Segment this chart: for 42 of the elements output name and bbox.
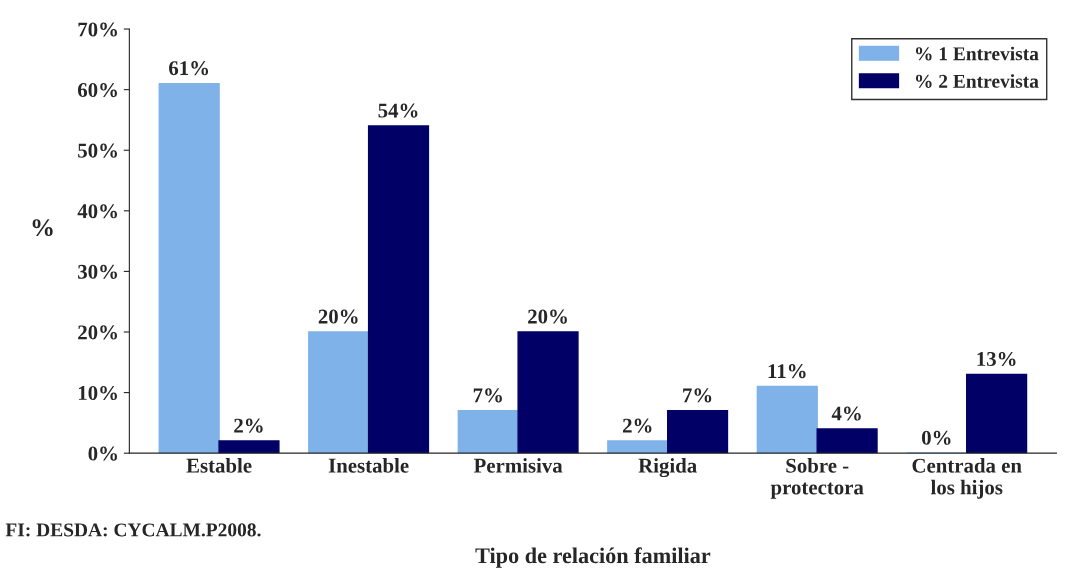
y-tick-label: 20% xyxy=(78,325,117,340)
data-label: 20% xyxy=(318,309,358,324)
data-label: 13% xyxy=(977,351,1016,367)
x-axis-title: Tipo de relación familiar xyxy=(475,547,711,568)
data-label: 54% xyxy=(378,103,418,118)
legend-label: % 1 Entrevista xyxy=(915,46,1039,61)
y-tick-label: 0% xyxy=(88,446,117,461)
data-label: 4% xyxy=(831,406,861,421)
y-tick-label: 30% xyxy=(78,264,117,279)
y-tick-label: 50% xyxy=(78,143,117,158)
x-tick-label: Rigida xyxy=(638,458,697,478)
bar xyxy=(308,331,370,454)
y-tick-label: 70% xyxy=(78,22,117,37)
x-tick-label: Sobre - protectora xyxy=(770,458,864,499)
data-label: 61% xyxy=(169,61,209,76)
x-tick-label: Permisiva xyxy=(473,458,563,473)
data-label: 0% xyxy=(921,430,951,445)
text: FI: DESDA: CYCALM.P2008. xyxy=(5,523,261,537)
y-tick-label: 60% xyxy=(77,83,117,98)
y-axis-title: % xyxy=(32,219,53,237)
data-label: 7% xyxy=(683,388,712,403)
bar xyxy=(666,410,729,454)
data-label: 2% xyxy=(623,418,652,433)
bar xyxy=(966,373,1028,454)
bar xyxy=(756,385,818,454)
legend-label: % 2 Entrevista xyxy=(915,74,1039,88)
x-tick-label: Inestable xyxy=(328,458,409,473)
y-tick-label: 10% xyxy=(78,385,117,401)
bar xyxy=(607,440,669,454)
data-label: 7% xyxy=(473,388,502,403)
bar xyxy=(218,440,280,454)
bar xyxy=(367,125,430,454)
y-tick-label: 40% xyxy=(77,204,117,219)
bar xyxy=(457,410,519,454)
x-tick-label: Estable xyxy=(186,458,252,473)
bar xyxy=(158,82,220,454)
data-label: 2% xyxy=(234,418,263,433)
bar xyxy=(816,428,878,454)
data-label: 20% xyxy=(528,309,567,324)
x-tick-label: Centrada en los hijos xyxy=(912,458,1022,499)
data-label: 11% xyxy=(768,364,806,379)
bar xyxy=(517,331,579,454)
